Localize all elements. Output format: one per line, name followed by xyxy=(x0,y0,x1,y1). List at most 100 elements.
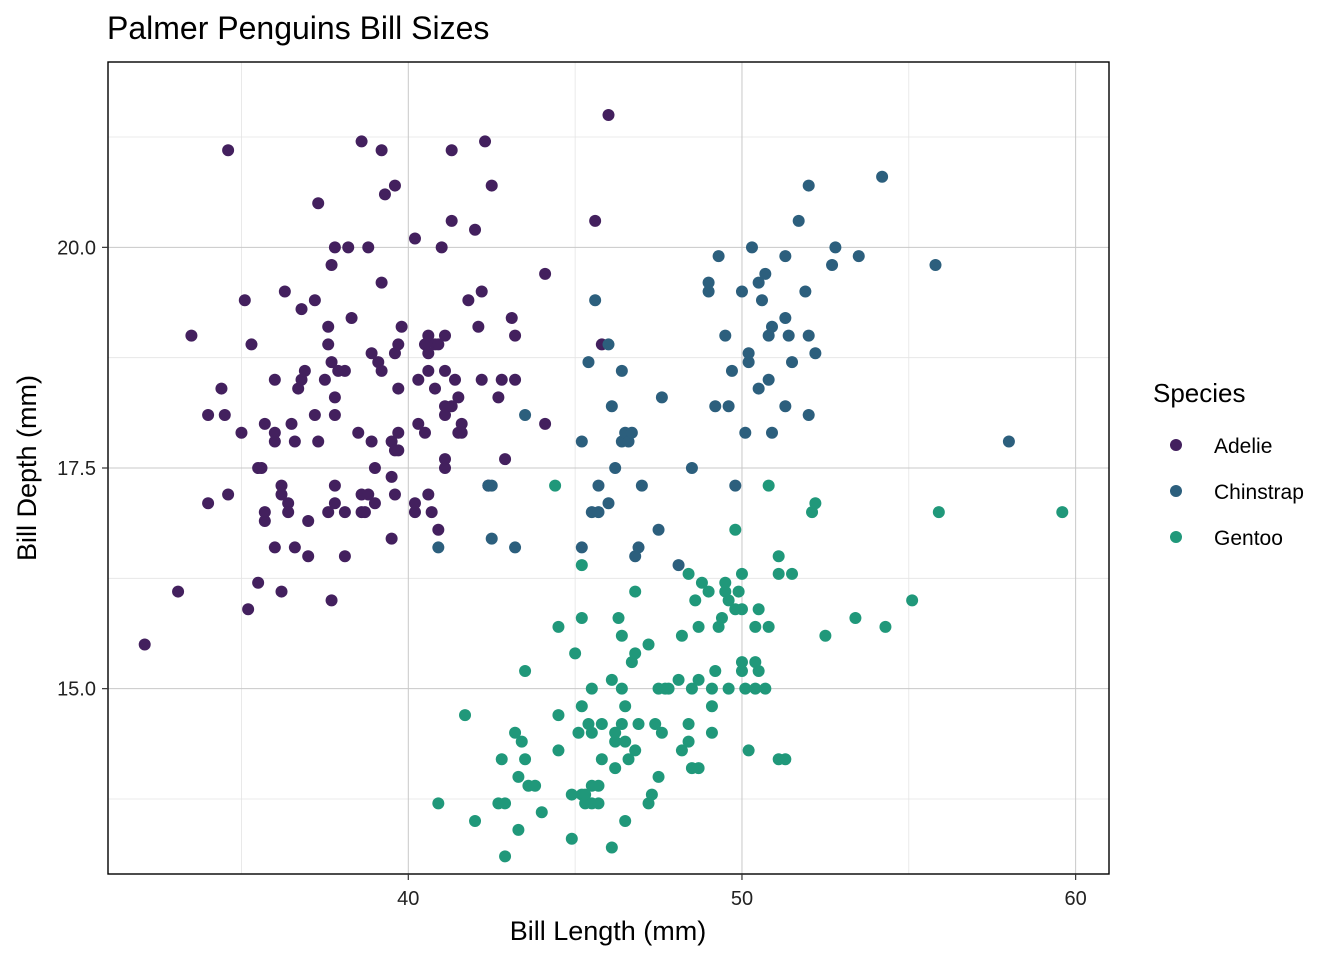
point-adelie xyxy=(138,638,151,651)
point-adelie xyxy=(258,514,271,527)
point-gentoo xyxy=(629,744,642,757)
point-adelie xyxy=(412,417,425,430)
point-gentoo xyxy=(629,647,642,660)
point-adelie xyxy=(455,417,468,430)
point-chinstrap xyxy=(432,541,445,554)
point-adelie xyxy=(325,356,338,369)
point-chinstrap xyxy=(1002,435,1015,448)
point-gentoo xyxy=(786,567,799,580)
point-chinstrap xyxy=(755,294,768,307)
point-adelie xyxy=(408,232,421,245)
point-adelie xyxy=(312,435,325,448)
point-gentoo xyxy=(499,797,512,810)
point-adelie xyxy=(338,550,351,563)
point-adelie xyxy=(388,488,401,501)
point-chinstrap xyxy=(852,250,865,263)
point-adelie xyxy=(428,382,441,395)
point-adelie xyxy=(202,409,215,422)
point-gentoo xyxy=(819,629,832,642)
point-adelie xyxy=(392,444,405,457)
legend-key-adelie xyxy=(1170,439,1182,451)
point-gentoo xyxy=(752,665,765,677)
point-chinstrap xyxy=(652,523,665,536)
point-gentoo xyxy=(652,770,665,783)
point-gentoo xyxy=(512,770,525,783)
point-adelie xyxy=(368,462,381,474)
point-chinstrap xyxy=(635,479,648,492)
chart-title: Palmer Penguins Bill Sizes xyxy=(107,10,489,46)
point-gentoo xyxy=(512,823,525,836)
series-gentoo xyxy=(432,479,1069,863)
point-chinstrap xyxy=(792,214,805,227)
point-gentoo xyxy=(619,700,632,713)
point-chinstrap xyxy=(632,541,645,554)
point-chinstrap xyxy=(752,382,765,395)
point-chinstrap xyxy=(712,250,725,263)
point-adelie xyxy=(322,338,335,351)
point-adelie xyxy=(368,497,381,510)
point-gentoo xyxy=(689,594,702,607)
x-tick-label: 40 xyxy=(397,888,419,910)
point-adelie xyxy=(218,409,231,422)
legend: Species Adelie Chinstrap Gentoo xyxy=(1153,378,1304,550)
point-gentoo xyxy=(692,762,705,775)
point-adelie xyxy=(328,409,341,422)
point-gentoo xyxy=(735,665,748,677)
point-adelie xyxy=(268,373,281,386)
point-adelie xyxy=(375,364,388,377)
point-adelie xyxy=(295,303,308,316)
point-chinstrap xyxy=(609,462,622,474)
point-adelie xyxy=(302,550,315,563)
point-adelie xyxy=(322,506,335,519)
point-chinstrap xyxy=(605,400,618,413)
point-chinstrap xyxy=(702,285,715,298)
point-gentoo xyxy=(849,612,862,625)
point-gentoo xyxy=(572,726,585,739)
point-adelie xyxy=(392,382,405,395)
point-chinstrap xyxy=(519,409,532,422)
point-chinstrap xyxy=(779,311,792,324)
point-adelie xyxy=(328,241,341,254)
point-adelie xyxy=(469,223,482,236)
point-adelie xyxy=(435,241,448,254)
point-chinstrap xyxy=(575,435,588,448)
point-gentoo xyxy=(682,717,695,730)
point-adelie xyxy=(485,179,498,192)
point-gentoo xyxy=(619,735,632,748)
point-gentoo xyxy=(622,753,635,766)
point-adelie xyxy=(328,479,341,492)
point-adelie xyxy=(362,488,375,501)
point-adelie xyxy=(215,382,228,395)
y-axis-title: Bill Depth (mm) xyxy=(12,375,42,561)
point-gentoo xyxy=(692,620,705,633)
point-adelie xyxy=(202,497,215,510)
point-adelie xyxy=(278,285,291,298)
point-chinstrap xyxy=(685,462,698,474)
point-adelie xyxy=(238,294,251,307)
point-gentoo xyxy=(675,629,688,642)
point-adelie xyxy=(288,541,301,554)
point-adelie xyxy=(492,391,505,404)
point-gentoo xyxy=(906,594,919,607)
point-adelie xyxy=(252,576,265,589)
point-adelie xyxy=(242,603,255,616)
point-adelie xyxy=(385,470,398,483)
point-chinstrap xyxy=(625,426,638,439)
point-adelie xyxy=(418,426,431,439)
point-adelie xyxy=(245,338,258,351)
point-adelie xyxy=(472,320,485,333)
point-gentoo xyxy=(615,682,628,695)
point-adelie xyxy=(328,497,341,510)
point-gentoo xyxy=(735,603,748,616)
y-tick-label: 15.0 xyxy=(57,679,96,701)
point-adelie xyxy=(395,320,408,333)
point-chinstrap xyxy=(829,241,842,254)
point-gentoo xyxy=(552,620,565,633)
point-adelie xyxy=(452,391,465,404)
point-chinstrap xyxy=(655,391,668,404)
point-gentoo xyxy=(685,682,698,695)
legend-key-gentoo xyxy=(1170,531,1182,543)
point-gentoo xyxy=(729,523,742,536)
point-adelie xyxy=(325,259,338,271)
point-gentoo xyxy=(752,603,765,616)
